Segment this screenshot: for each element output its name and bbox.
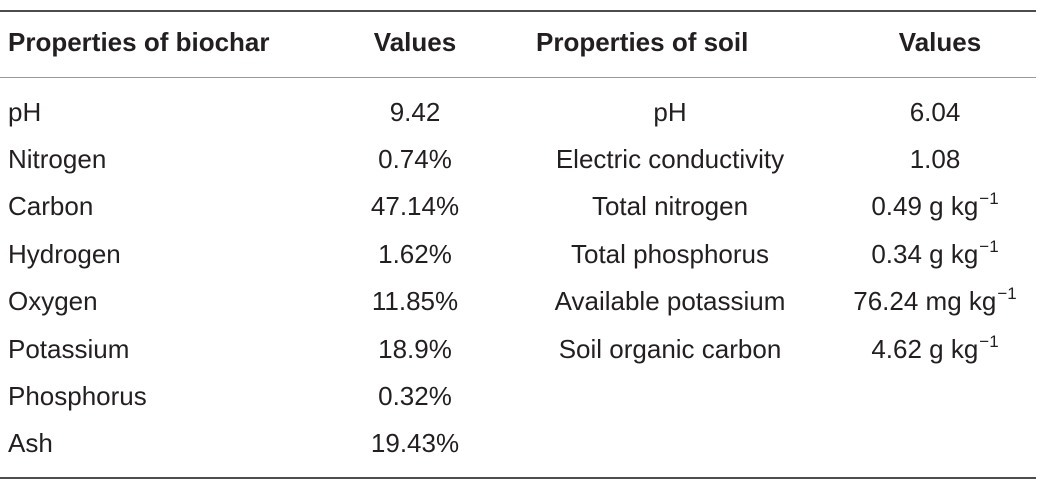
header-biochar-values: Values [373, 27, 457, 57]
header-soil-values: Values [898, 27, 982, 57]
soil-property-cell: Electric conductivity [555, 144, 785, 174]
biochar-value-cell: 9.42 [389, 97, 441, 127]
soil-value-cell: 6.04 [830, 96, 1040, 128]
soil-property-cell: Total nitrogen [591, 191, 749, 221]
soil-value-cell: 4.62 g kg−1 [830, 332, 1040, 369]
soil-property-cell: Available potassium [554, 286, 786, 316]
unit-exponent: −1 [979, 237, 999, 256]
header-properties-of-biochar: Properties of biochar [8, 27, 270, 57]
biochar-value-cell: 19.43% [370, 428, 460, 458]
biochar-property-cell: Phosphorus [8, 381, 147, 411]
biochar-value-cell: 11.85% [371, 286, 459, 316]
soil-value-cell: 0.34 g kg−1 [830, 237, 1040, 274]
unit-exponent: −1 [997, 284, 1017, 303]
biochar-property-cell: Potassium [8, 334, 130, 364]
soil-value-text: 6.04 [909, 97, 961, 127]
biochar-property-cell: Ash [8, 428, 53, 458]
biochar-property-cell: Carbon [8, 191, 94, 221]
soil-value-text: 76.24 mg kg [853, 286, 997, 316]
biochar-value-cell: 1.62% [378, 239, 452, 269]
unit-exponent: −1 [979, 189, 999, 208]
table-top-rule [0, 10, 1036, 12]
header-properties-of-soil: Properties of soil [536, 27, 749, 57]
biochar-property-cell: Nitrogen [8, 144, 107, 174]
biochar-value-cell: 0.74% [378, 144, 452, 174]
biochar-value-cell: 18.9% [378, 334, 452, 364]
biochar-property-cell: Hydrogen [8, 239, 121, 269]
table-header-rule [0, 77, 1036, 78]
biochar-property-cell: pH [8, 97, 42, 127]
soil-value-text: 4.62 g kg [871, 334, 979, 364]
soil-value-text: 0.49 g kg [871, 191, 979, 221]
biochar-value-cell: 47.14% [370, 191, 460, 221]
soil-value-cell: 76.24 mg kg−1 [830, 284, 1040, 321]
soil-value-cell: 1.08 [830, 143, 1040, 175]
soil-value-text: 0.34 g kg [871, 239, 979, 269]
soil-property-cell: pH [653, 97, 687, 127]
soil-value-text: 1.08 [909, 144, 961, 174]
soil-property-cell: Total phosphorus [570, 239, 770, 269]
biochar-property-cell: Oxygen [8, 286, 98, 316]
soil-property-cell: Soil organic carbon [558, 334, 782, 364]
unit-exponent: −1 [979, 332, 999, 351]
table-bottom-rule [0, 477, 1036, 479]
soil-value-cell: 0.49 g kg−1 [830, 189, 1040, 226]
biochar-value-cell: 0.32% [378, 381, 452, 411]
